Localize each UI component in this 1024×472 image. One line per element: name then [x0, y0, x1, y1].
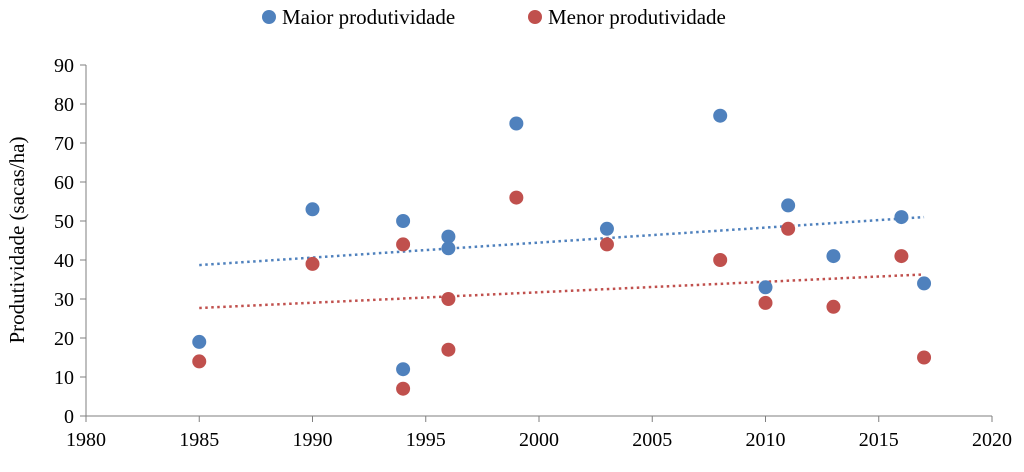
- y-tick-label: 60: [54, 172, 74, 194]
- data-point-series-1: [509, 116, 524, 131]
- y-tick-label: 50: [54, 211, 74, 233]
- data-point-series-2: [713, 253, 728, 267]
- data-point-series-2: [305, 256, 320, 271]
- axes: 0 10 20 30 40 50 60 70 80 90 1980 1985 1990 1995 2000 2…: [54, 55, 1012, 451]
- x-tick-label: 2000: [519, 429, 559, 451]
- data-point-series-2: [441, 342, 456, 357]
- x-tick-label: 2010: [746, 429, 786, 451]
- y-axis-title: Produtividade (sacas/ha): [5, 136, 29, 343]
- legend-marker: [528, 10, 542, 24]
- data-points: [192, 108, 932, 396]
- legend-item-2: Menor produtividade: [528, 5, 726, 29]
- legend: Maior produtividade Menor produtividade: [262, 5, 726, 29]
- legend-label: Maior produtividade: [282, 5, 455, 29]
- data-point-series-2: [917, 350, 932, 365]
- legend-label: Menor produtividade: [548, 5, 726, 29]
- y-tick-label: 80: [54, 94, 74, 116]
- data-point-series-2: [192, 354, 207, 369]
- data-point-series-2: [396, 381, 411, 396]
- data-point-series-2: [441, 292, 456, 306]
- data-point-series-1: [781, 198, 796, 213]
- y-tick-label: 20: [54, 328, 74, 350]
- data-point-series-2: [509, 190, 524, 205]
- y-tick-label: 70: [54, 133, 74, 155]
- x-tick-label: 2020: [972, 429, 1012, 451]
- data-point-series-1: [441, 229, 456, 244]
- data-point-series-2: [826, 299, 841, 314]
- y-tick-label: 10: [54, 367, 74, 389]
- trendline-series-2: [199, 273, 925, 310]
- y-tick-label: 30: [54, 289, 74, 311]
- y-tick-label: 40: [54, 250, 74, 272]
- data-point-series-1: [396, 362, 411, 377]
- x-tick-label: 1990: [293, 429, 333, 451]
- x-tick-label: 2005: [632, 429, 672, 451]
- data-point-series-1: [826, 249, 841, 264]
- trendlines: [199, 215, 925, 310]
- x-tick-label: 1985: [179, 429, 219, 451]
- data-point-series-2: [781, 221, 796, 236]
- data-point-series-1: [396, 214, 411, 228]
- data-point-series-2: [599, 237, 614, 252]
- x-tick-label: 2015: [859, 429, 899, 451]
- data-point-series-1: [894, 210, 909, 225]
- legend-marker: [262, 10, 276, 24]
- data-point-series-1: [713, 108, 728, 123]
- data-point-series-1: [758, 280, 773, 295]
- data-point-series-2: [894, 249, 909, 264]
- x-tick-label: 1995: [406, 429, 446, 451]
- data-point-series-1: [305, 202, 320, 217]
- y-tick-label: 90: [54, 55, 74, 77]
- y-tick-label: 0: [64, 406, 74, 428]
- data-point-series-2: [758, 295, 773, 310]
- data-point-series-1: [599, 221, 614, 236]
- data-point-series-1: [441, 241, 456, 256]
- data-point-series-1: [917, 276, 932, 291]
- x-tick-label: 1980: [66, 429, 106, 451]
- trendline-series-1: [199, 215, 925, 267]
- data-point-series-2: [396, 237, 411, 252]
- data-point-series-1: [192, 334, 207, 349]
- legend-item-1: Maior produtividade: [262, 5, 455, 29]
